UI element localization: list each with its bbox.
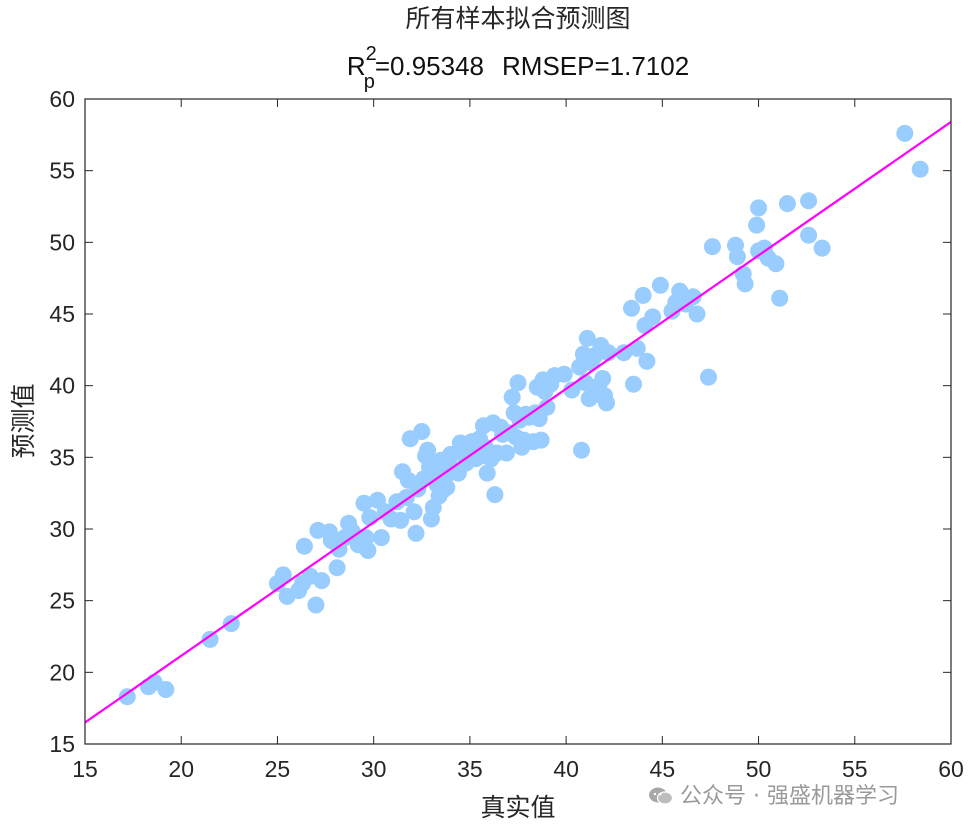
data-point (372, 529, 390, 547)
data-point (800, 192, 818, 210)
data-point (700, 368, 717, 386)
data-point (344, 523, 361, 541)
data-point (532, 431, 550, 449)
y-tick-label: 30 (49, 516, 75, 542)
y-tick-label: 20 (49, 659, 75, 685)
watermark-text: 公众号 · 强盛机器学习 (680, 784, 899, 809)
data-point (644, 308, 662, 326)
y-tick-label: 40 (49, 373, 75, 399)
data-point (703, 238, 721, 256)
data-point (157, 681, 175, 698)
y-tick-label: 35 (49, 444, 75, 470)
data-point (503, 388, 521, 406)
data-point (201, 630, 219, 648)
data-point (407, 524, 425, 542)
y-tick-label: 50 (49, 229, 75, 255)
data-point (307, 596, 325, 614)
data-point (778, 195, 796, 213)
y-tick-label: 15 (49, 731, 75, 757)
data-point (800, 226, 818, 244)
x-tick-label: 15 (72, 756, 98, 782)
data-point (118, 688, 136, 706)
data-point (478, 464, 496, 482)
x-axis-label: 真实值 (480, 793, 555, 822)
watermark: 公众号 · 强盛机器学习 (648, 778, 899, 810)
x-tick-label: 40 (553, 756, 579, 782)
data-point (555, 365, 573, 383)
chart-subtitle: R2 p=0.95348 RMSEP=1.7102 (347, 43, 689, 93)
data-point (634, 286, 652, 304)
scatter-points (118, 124, 929, 706)
data-point (357, 529, 375, 547)
data-point (328, 559, 346, 577)
data-point (736, 275, 754, 293)
data-point (598, 394, 615, 412)
data-point (498, 444, 515, 462)
data-point (563, 381, 581, 399)
axis-ticks: 15 20 25 30 35 40 45 50 55 60 15 20 25 30 35 40 45 50 55 60 (49, 86, 963, 782)
r-value: =0.95348 (375, 51, 484, 81)
data-point (615, 344, 633, 362)
data-point (295, 537, 313, 555)
data-point (359, 542, 377, 559)
data-point (813, 239, 831, 257)
x-tick-label: 50 (746, 756, 772, 782)
data-point (355, 494, 373, 512)
data-point (728, 248, 746, 266)
r-superscript: 2 (366, 43, 377, 65)
data-point (625, 375, 642, 393)
data-point (623, 299, 640, 317)
data-point (684, 288, 702, 306)
data-point (771, 289, 789, 307)
data-point (688, 305, 706, 323)
y-tick-label: 55 (49, 158, 75, 184)
data-point (628, 339, 646, 357)
x-tick-label: 60 (938, 756, 964, 782)
fit-line-layer (85, 121, 951, 724)
data-point (538, 398, 556, 416)
data-point (274, 566, 292, 584)
wechat-icon (648, 786, 674, 806)
data-point (438, 478, 456, 496)
r-symbol: R (347, 51, 366, 81)
data-point (748, 216, 766, 234)
data-point (509, 374, 527, 392)
data-point (651, 276, 669, 294)
r-subscript: p (364, 71, 375, 93)
fit-line (85, 121, 951, 724)
data-point (578, 329, 596, 347)
data-point (767, 255, 785, 273)
data-point (573, 441, 590, 459)
data-point (671, 282, 689, 300)
x-tick-label: 20 (168, 756, 194, 782)
x-tick-label: 25 (265, 756, 291, 782)
data-point (750, 199, 768, 217)
plot-frame (84, 98, 952, 745)
data-point (413, 423, 431, 440)
data-point (896, 124, 914, 142)
data-point (419, 441, 437, 459)
x-tick-label: 45 (650, 756, 676, 782)
data-point (486, 486, 504, 504)
x-tick-label: 55 (842, 756, 868, 782)
data-point (594, 370, 612, 387)
rmsep-value: RMSEP=1.7102 (502, 51, 689, 81)
y-tick-label: 45 (49, 301, 75, 327)
data-point (392, 511, 410, 529)
data-point (638, 352, 656, 370)
chart-title: 所有样本拟合预测图 (405, 4, 630, 33)
y-axis-label: 预测值 (9, 383, 38, 458)
y-tick-label: 25 (49, 588, 75, 614)
data-point (911, 160, 929, 178)
x-tick-label: 30 (361, 756, 387, 782)
y-tick-label: 60 (49, 86, 75, 112)
data-point (405, 503, 423, 521)
data-point (313, 572, 331, 590)
x-tick-label: 35 (457, 756, 483, 782)
data-point (361, 509, 379, 526)
